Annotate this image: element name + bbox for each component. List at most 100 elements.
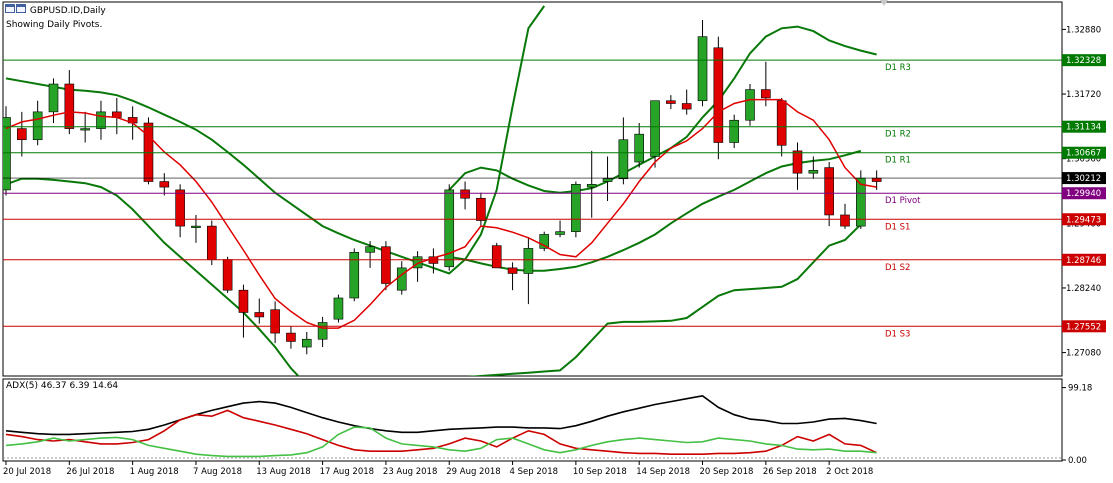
- bullish-candle: [80, 128, 90, 131]
- price-tick-label: 1.31720: [1066, 90, 1101, 100]
- bullish-candle: [555, 231, 565, 235]
- pivot-level-label: D1 R3: [885, 63, 911, 73]
- time-axis-label: 14 Sep 2018: [636, 467, 690, 477]
- bullish-candle: [3, 117, 11, 191]
- level-price-label: 1.29473: [1066, 215, 1101, 225]
- bearish-candle: [507, 267, 518, 274]
- bearish-candle: [792, 150, 803, 174]
- bullish-candle: [650, 100, 660, 157]
- time-axis-label: 20 Jul 2018: [3, 467, 51, 477]
- adx-indicator-label: ADX(5) 46.37 6.39 14.64: [6, 381, 119, 391]
- price-tick-label: 1.30560: [1066, 155, 1101, 165]
- moving-average-line: [5, 98, 877, 329]
- level-price-label: 1.32328: [1066, 56, 1101, 66]
- price-tick-label: 1.28240: [1066, 284, 1101, 294]
- bearish-candle: [666, 100, 676, 104]
- bullish-candle: [618, 139, 629, 180]
- level-price-label: 1.29940: [1066, 189, 1101, 199]
- window-icon[interactable]: [5, 4, 27, 14]
- bullish-candle: [808, 170, 819, 174]
- level-price-label: 1.27552: [1066, 322, 1101, 332]
- bullish-candle: [634, 133, 645, 163]
- level-price-box: [1062, 54, 1106, 67]
- bullish-candle: [317, 322, 328, 340]
- bullish-candle: [444, 189, 455, 268]
- bullish-candle: [729, 119, 739, 143]
- bearish-candle: [681, 103, 692, 110]
- bullish-candle: [745, 89, 755, 121]
- level-price-box: [1062, 187, 1106, 200]
- time-axis-label: 26 Jul 2018: [66, 467, 114, 477]
- symbol-title: GBPUSD.ID,Daily: [29, 6, 106, 16]
- bearish-candle: [286, 332, 296, 342]
- plus-di-line: [5, 409, 877, 456]
- time-axis-label: 17 Aug 2018: [320, 467, 374, 477]
- level-price-box: [1062, 120, 1106, 133]
- pivot-level-label: D1 Pivot: [885, 196, 921, 206]
- bullish-candle: [333, 297, 344, 320]
- bullish-candle: [48, 83, 59, 113]
- bullish-candle: [349, 251, 360, 299]
- bullish-candle: [571, 184, 581, 232]
- bullish-candle: [396, 267, 407, 291]
- bullish-candle: [191, 225, 201, 228]
- pivot-level-label: D1 S2: [885, 263, 910, 273]
- time-axis-label: 1 Aug 2018: [130, 467, 179, 477]
- bearish-candle: [761, 89, 771, 99]
- shift-marker-icon: [880, 0, 888, 6]
- bearish-candle: [222, 259, 233, 291]
- bearish-candle: [175, 189, 185, 227]
- price-plot-area: [3, 5, 882, 376]
- bearish-candle: [17, 128, 27, 141]
- time-axis-label: 20 Sep 2018: [700, 467, 754, 477]
- lower-band-line: [466, 223, 862, 376]
- level-price-label: 1.28746: [1066, 256, 1101, 266]
- pivot-level-label: D1 R1: [885, 156, 911, 166]
- bullish-candle: [523, 248, 534, 274]
- pivot-subtitle: Showing Daily Pivots.: [6, 20, 103, 30]
- time-axis-label: 4 Sep 2018: [510, 467, 558, 477]
- bearish-candle: [824, 167, 834, 216]
- bearish-candle: [460, 189, 470, 199]
- lower-band-line: [5, 177, 300, 376]
- adx-line: [5, 394, 877, 436]
- price-tick-label: 1.32880: [1066, 25, 1101, 35]
- bearish-candle: [159, 181, 170, 188]
- time-axis-label: 23 Aug 2018: [383, 467, 437, 477]
- pivot-level-label: D1 R2: [885, 130, 911, 140]
- bullish-candle: [32, 111, 43, 141]
- upper-band-line: [5, 5, 546, 275]
- level-price-box: [1062, 146, 1106, 159]
- current-price-label: 1.30212: [1066, 174, 1101, 184]
- bearish-candle: [476, 197, 486, 221]
- bearish-candle: [381, 246, 391, 284]
- bearish-candle: [254, 312, 265, 318]
- adx-tick-label: 99.18: [1068, 384, 1092, 394]
- bullish-candle: [301, 338, 312, 348]
- level-price-box: [1062, 213, 1106, 226]
- bearish-candle: [840, 214, 850, 227]
- bearish-candle: [238, 289, 249, 313]
- time-axis-label: 29 Aug 2018: [446, 467, 500, 477]
- bullish-candle: [365, 246, 375, 253]
- level-price-label: 1.31134: [1066, 123, 1101, 133]
- bearish-candle: [491, 245, 502, 269]
- level-price-box: [1062, 253, 1106, 266]
- bearish-candle: [206, 225, 217, 260]
- bearish-candle: [270, 309, 280, 334]
- bullish-candle: [539, 234, 550, 249]
- time-axis-label: 10 Sep 2018: [573, 467, 627, 477]
- price-panel-frame: [2, 1, 1063, 377]
- adx-panel-frame: [2, 378, 1063, 462]
- bearish-candle: [713, 47, 724, 143]
- pivot-level-label: D1 S1: [885, 222, 910, 232]
- bearish-candle: [64, 83, 75, 129]
- bullish-candle: [96, 111, 106, 129]
- level-price-box: [1062, 320, 1106, 333]
- bullish-candle: [586, 184, 597, 188]
- upper-band-line: [448, 25, 877, 194]
- adx-tick-label: 0.00: [1068, 456, 1087, 466]
- bullish-candle: [697, 36, 708, 102]
